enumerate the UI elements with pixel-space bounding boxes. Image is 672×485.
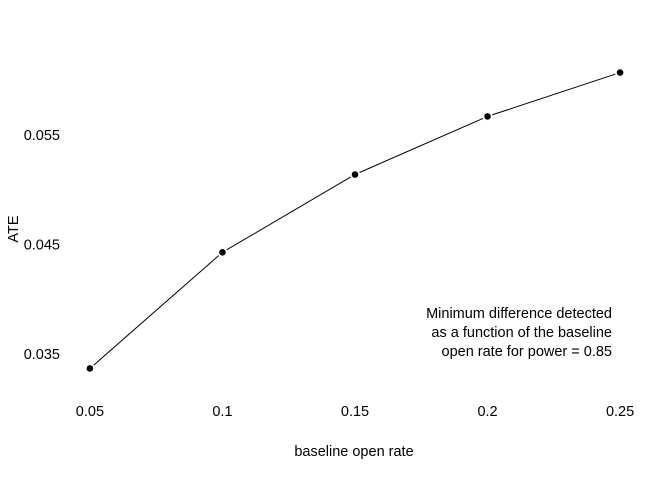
data-point [484,113,491,120]
series-line-segment [89,251,223,369]
annotation: Minimum difference detected as a functio… [426,306,612,360]
annotation-line-2: as a function of the baseline [431,325,612,341]
x-tick-label: 0.05 [76,404,104,420]
x-tick-label: 0.25 [606,404,634,420]
data-point [616,69,624,76]
series-line-segment [222,174,356,253]
x-tick-label: 0.1 [212,404,232,420]
annotation-line-3: open rate for power = 0.85 [442,344,613,360]
series-line-segment [487,72,621,117]
data-point [351,171,359,178]
x-tick-label: 0.2 [477,404,497,420]
x-tick-labels: 0.05 0.1 0.15 0.2 0.25 [76,404,634,420]
data-point [86,365,94,372]
y-axis-label: ATE [6,215,22,242]
y-tick-label: 0.035 [24,347,60,363]
data-point [219,249,226,256]
y-tick-labels: 0.035 0.045 0.055 [24,128,60,363]
y-tick-label: 0.045 [24,238,60,254]
series-lines [89,72,621,369]
series-points [84,67,626,374]
series-line-segment [354,115,488,175]
x-tick-label: 0.15 [341,404,369,420]
y-tick-label: 0.055 [24,128,60,144]
x-axis-label: baseline open rate [294,444,413,460]
annotation-line-1: Minimum difference detected [426,306,612,322]
